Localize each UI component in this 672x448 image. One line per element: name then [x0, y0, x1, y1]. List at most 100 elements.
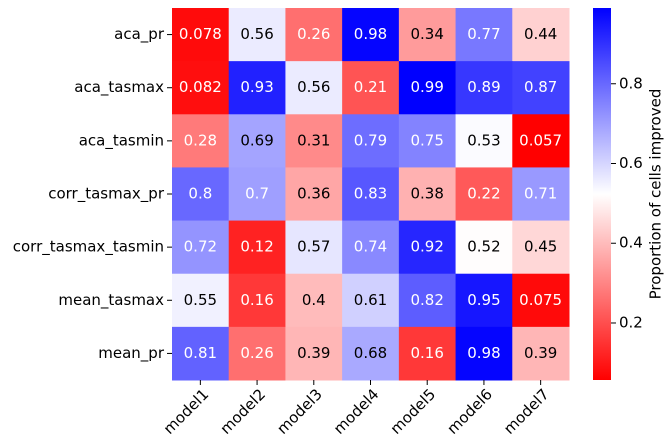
heatmap-cell — [228, 61, 286, 115]
x-tick-label: model6 — [443, 385, 496, 438]
heatmap-cell — [342, 273, 400, 328]
cell-label: 0.56 — [297, 78, 330, 96]
heatmap-cell — [285, 273, 343, 328]
y-tick-label: mean_pr — [98, 344, 165, 363]
heatmap-cell — [172, 326, 230, 381]
heatmap-cell — [172, 8, 230, 62]
cell-label: 0.77 — [467, 25, 500, 43]
heatmap-cell — [342, 220, 400, 275]
heatmap-cell — [342, 167, 400, 222]
heatmap-cell — [512, 220, 570, 275]
heatmap-cell — [172, 273, 230, 328]
x-tick-label: model7 — [500, 385, 553, 438]
heatmap-cell — [455, 167, 513, 222]
cell-label: 0.98 — [354, 25, 387, 43]
colorbar-tick-label: 0.2 — [619, 313, 643, 331]
heatmap-cell — [342, 114, 400, 168]
cell-label: 0.71 — [524, 185, 557, 203]
heatmap-cell — [455, 114, 513, 168]
heatmap-cell — [455, 326, 513, 381]
heatmap-cell — [455, 220, 513, 275]
colorbar-label: Proportion of cells improved — [647, 89, 665, 300]
cell-label: 0.95 — [467, 291, 500, 309]
heatmap-cell — [512, 167, 570, 222]
cell-label: 0.45 — [524, 238, 557, 256]
heatmap-cell — [398, 61, 457, 115]
cell-label: 0.57 — [297, 238, 330, 256]
x-tick-label: model5 — [387, 385, 440, 438]
cell-label: 0.21 — [354, 78, 387, 96]
cell-label: 0.7 — [245, 185, 269, 203]
colorbar-tick-label: 0.8 — [619, 74, 643, 92]
y-tick-label: aca_tasmax — [74, 78, 164, 97]
cell-label: 0.74 — [354, 238, 387, 256]
heatmap-cell — [512, 8, 570, 62]
heatmap-cell — [228, 273, 286, 328]
y-tick-label: corr_tasmax_tasmin — [13, 238, 164, 257]
cell-label: 0.12 — [240, 238, 273, 256]
cell-label: 0.082 — [179, 78, 222, 96]
colorbar-tick-label: 0.4 — [619, 234, 643, 252]
heatmap-cell — [285, 8, 343, 62]
y-tick-label: corr_tasmax_pr — [48, 185, 165, 204]
heatmap-cell — [455, 61, 513, 115]
colorbar-tick-label: 0.6 — [619, 154, 643, 172]
heatmap-cell — [228, 114, 286, 168]
heatmap-cell — [172, 220, 230, 275]
heatmap-cell — [285, 114, 343, 168]
cell-label: 0.44 — [524, 25, 557, 43]
cell-label: 0.72 — [184, 238, 217, 256]
cell-label: 0.28 — [184, 131, 217, 149]
cell-label: 0.99 — [411, 78, 444, 96]
cell-label: 0.53 — [467, 131, 500, 149]
cell-label: 0.38 — [411, 185, 444, 203]
heatmap-cell — [512, 273, 570, 328]
cell-label: 0.83 — [354, 185, 387, 203]
heatmap-cell — [172, 167, 230, 222]
heatmap-cell — [398, 114, 457, 168]
heatmap-cell — [455, 8, 513, 62]
heatmap-cell — [285, 326, 343, 381]
heatmap-cell — [285, 167, 343, 222]
cell-label: 0.93 — [240, 78, 273, 96]
cell-label: 0.87 — [524, 78, 557, 96]
cell-label: 0.34 — [411, 25, 444, 43]
cell-label: 0.98 — [467, 344, 500, 362]
cell-label: 0.89 — [467, 78, 500, 96]
heatmap-cell — [228, 220, 286, 275]
heatmap-cell — [512, 61, 570, 115]
cell-label: 0.16 — [411, 344, 444, 362]
heatmap-cell — [172, 114, 230, 168]
cell-label: 0.75 — [411, 131, 444, 149]
heatmap-cell — [342, 8, 400, 62]
cell-label: 0.61 — [354, 291, 387, 309]
x-tick-label: model4 — [330, 385, 383, 438]
cell-label: 0.39 — [297, 344, 330, 362]
heatmap-cell — [285, 61, 343, 115]
cell-label: 0.16 — [240, 291, 273, 309]
cell-label: 0.36 — [297, 185, 330, 203]
heatmap-cell — [398, 167, 457, 222]
heatmap-cell — [455, 273, 513, 328]
cell-label: 0.69 — [240, 131, 273, 149]
y-tick-label: aca_pr — [114, 25, 165, 44]
heatmap-cell — [398, 8, 457, 62]
heatmap-cell — [342, 61, 400, 115]
cell-label: 0.56 — [240, 25, 273, 43]
cell-label: 0.26 — [240, 344, 273, 362]
cell-label: 0.79 — [354, 131, 387, 149]
heatmap-cell — [512, 326, 570, 381]
cell-label: 0.075 — [519, 291, 562, 309]
cell-label: 0.52 — [467, 238, 500, 256]
cell-label: 0.057 — [519, 131, 562, 149]
heatmap-cell — [398, 326, 457, 381]
x-tick-label: model3 — [273, 385, 326, 438]
cell-label: 0.55 — [184, 291, 217, 309]
cell-label: 0.39 — [524, 344, 557, 362]
y-tick-label: aca_tasmin — [79, 131, 164, 150]
cell-label: 0.078 — [179, 25, 222, 43]
heatmap-cell — [228, 8, 286, 62]
cell-label: 0.31 — [297, 131, 330, 149]
cell-label: 0.26 — [297, 25, 330, 43]
